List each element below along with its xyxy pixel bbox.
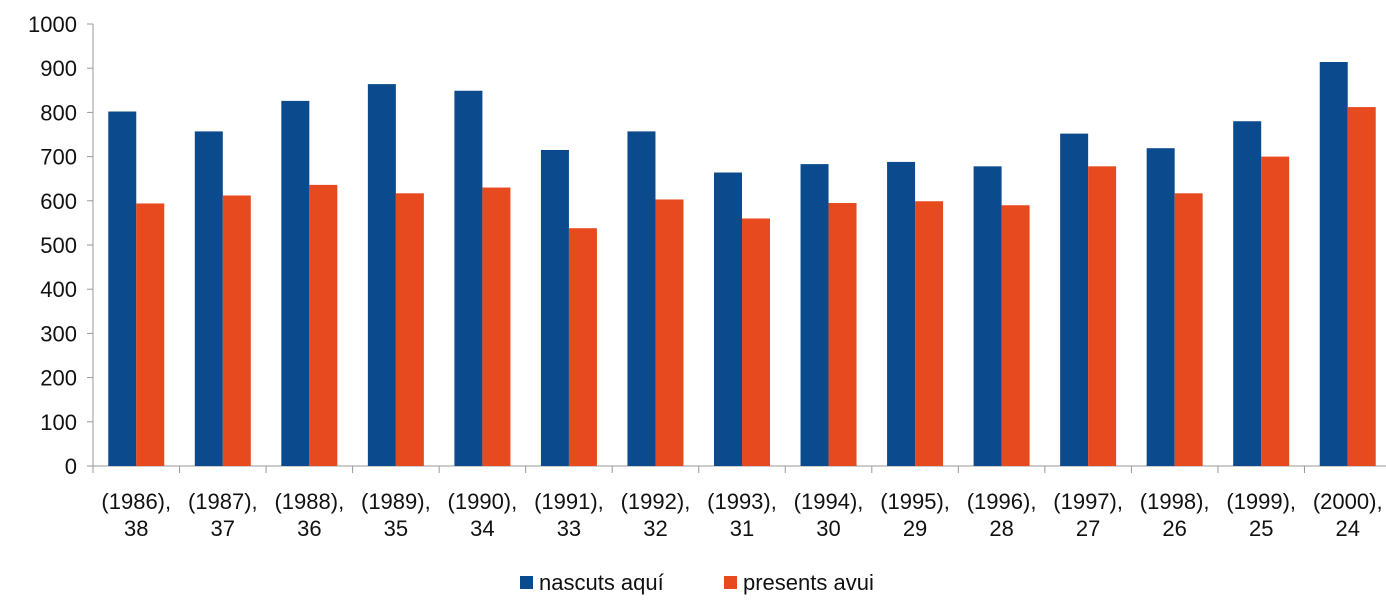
y-tick-label: 1000	[28, 12, 77, 37]
x-tick-label: (1996),	[967, 489, 1037, 514]
y-tick-label: 200	[40, 366, 77, 391]
bar-nascuts-aqui	[1060, 133, 1089, 466]
x-tick-label: 37	[211, 516, 235, 541]
legend-label: presents avui	[743, 570, 874, 595]
x-tick-label: 27	[1076, 516, 1100, 541]
x-tick-label: (1999),	[1226, 489, 1296, 514]
y-tick-label: 400	[40, 277, 77, 302]
x-tick-label: (1988),	[274, 489, 344, 514]
x-tick-label: (1992),	[621, 489, 691, 514]
x-tick-label: 34	[470, 516, 494, 541]
y-tick-label: 900	[40, 56, 77, 81]
y-tick-label: 500	[40, 233, 77, 258]
bar-presents-avui	[1174, 193, 1203, 466]
y-tick-label: 700	[40, 145, 77, 170]
x-tick-label: (1994),	[794, 489, 864, 514]
bar-nascuts-aqui	[108, 111, 137, 467]
bar-presents-avui	[1001, 205, 1030, 466]
bar-presents-avui	[655, 199, 684, 466]
bar-presents-avui	[742, 218, 770, 466]
bar-presents-avui	[568, 228, 597, 466]
bar-nascuts-aqui	[627, 131, 656, 466]
bar-presents-avui	[136, 203, 165, 466]
bar-presents-avui	[482, 187, 511, 467]
x-tick-label: (2000),	[1313, 489, 1383, 514]
x-tick-label: 29	[903, 516, 927, 541]
x-tick-label: (1991),	[534, 489, 604, 514]
x-tick-label: 32	[643, 516, 667, 541]
bar-nascuts-aqui	[1233, 121, 1262, 467]
bar-nascuts-aqui	[887, 161, 916, 467]
x-tick-label: 26	[1162, 516, 1186, 541]
x-tick-label: (1989),	[361, 489, 431, 514]
bar-presents-avui	[1261, 156, 1290, 466]
bar-nascuts-aqui	[281, 100, 310, 467]
legend-swatch	[724, 576, 737, 589]
x-tick-label: (1990),	[448, 489, 518, 514]
x-tick-label: 33	[557, 516, 581, 541]
bar-nascuts-aqui	[1319, 62, 1348, 467]
x-tick-label: 30	[816, 516, 840, 541]
x-axis: (1986),38 (1987),37 (1988),36 (1989),35 (199…	[92, 465, 1386, 541]
x-tick-label: 28	[989, 516, 1013, 541]
x-tick-label: (1986),	[101, 489, 171, 514]
bars-group	[108, 62, 1376, 467]
legend-swatch	[520, 576, 533, 589]
legend: nascuts aquí presents avui	[520, 570, 874, 595]
x-tick-label: 25	[1249, 516, 1273, 541]
bar-nascuts-aqui	[1146, 148, 1175, 466]
x-tick-label: (1997),	[1053, 489, 1123, 514]
y-axis: 0 100 200 300 400 500 600 700 800 900 1000	[28, 12, 94, 479]
x-tick-label: (1993),	[707, 489, 777, 514]
x-tick-label: (1987),	[188, 489, 258, 514]
bar-nascuts-aqui	[454, 90, 483, 466]
x-tick-label: (1998),	[1140, 489, 1210, 514]
bar-nascuts-aqui	[540, 149, 569, 466]
y-tick-label: 0	[65, 454, 77, 479]
bar-presents-avui	[1347, 107, 1376, 466]
bar-presents-avui	[395, 193, 424, 466]
y-tick-label: 100	[40, 410, 77, 435]
legend-label: nascuts aquí	[539, 570, 664, 595]
bar-nascuts-aqui	[367, 84, 396, 466]
bar-nascuts-aqui	[714, 172, 742, 466]
bar-presents-avui	[309, 184, 338, 466]
bar-presents-avui	[222, 195, 251, 466]
x-tick-label: (1995),	[880, 489, 950, 514]
bar-presents-avui	[1088, 166, 1117, 466]
x-tick-label: 31	[730, 516, 754, 541]
y-tick-label: 800	[40, 100, 77, 125]
x-tick-label: 36	[297, 516, 321, 541]
x-tick-label: 35	[384, 516, 408, 541]
bar-presents-avui	[915, 201, 944, 466]
bar-nascuts-aqui	[973, 166, 1002, 466]
x-tick-label: 24	[1335, 516, 1359, 541]
bar-presents-avui	[828, 203, 857, 466]
y-tick-label: 600	[40, 189, 77, 214]
x-tick-label: 38	[124, 516, 148, 541]
bar-nascuts-aqui	[800, 164, 829, 466]
y-tick-label: 300	[40, 321, 77, 346]
bar-nascuts-aqui	[194, 131, 223, 466]
